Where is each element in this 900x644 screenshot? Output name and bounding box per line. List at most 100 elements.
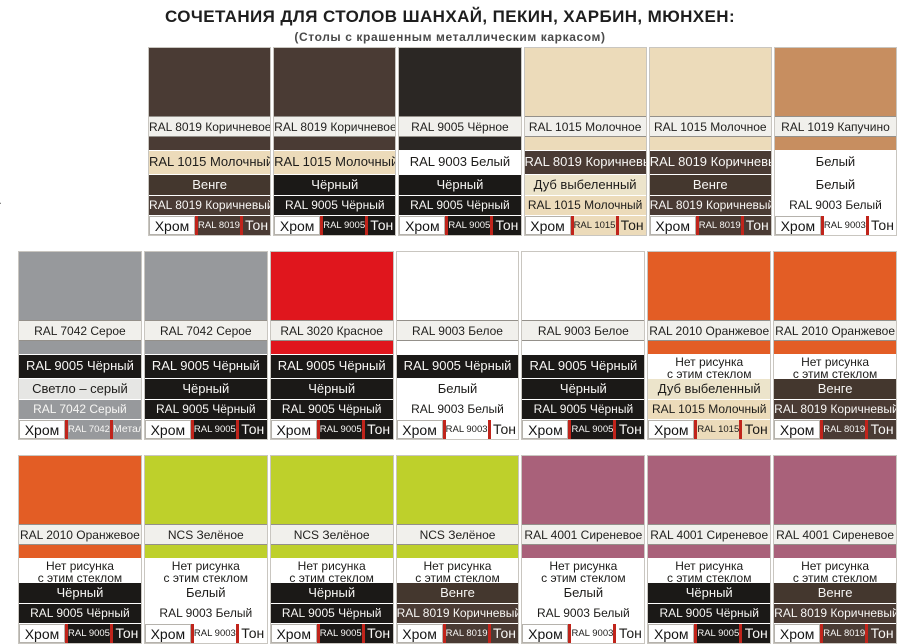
- glass-color-swatch: [19, 252, 141, 320]
- glass-label: RAL 3020 Красное: [270, 320, 393, 341]
- legs-ton-label: Тон 10: [744, 421, 768, 437]
- glass-label: RAL 4001 Сиреневое: [774, 524, 897, 545]
- legs-separator: [694, 420, 698, 439]
- glass-label: NCS Зелёное: [144, 524, 267, 545]
- pattern-label: RAL 9005 Чёрный: [396, 354, 519, 378]
- grid-row-1: Цвет стекла – Цвет рисунка – Цвет ЛДСП -…: [0, 47, 898, 236]
- pattern-label-line: с этим стеклом: [666, 367, 752, 378]
- legs-ral-label: RAL 9003: [823, 220, 866, 231]
- legs-row: Хром RAL 9005 Тон 12: [19, 623, 141, 643]
- legs-separator: [240, 216, 243, 235]
- glass-color-band: [399, 137, 521, 150]
- legs-separator: [865, 624, 869, 643]
- glass-color-band: [396, 545, 519, 558]
- frame-label: RAL 9005 Чёрный: [522, 399, 645, 419]
- legs-ton-label: Тон 9: [870, 217, 894, 233]
- pattern-label: RAL 9005 Чёрный: [144, 354, 267, 378]
- ldsp-label: Чёрный: [399, 174, 521, 195]
- frame-label: RAL 9005 Чёрный: [144, 399, 267, 419]
- glass-label: NCS Зелёное: [270, 524, 393, 545]
- legs-separator: [195, 216, 198, 235]
- pattern-label-line: RAL 9005 Чёрный: [277, 358, 386, 373]
- pattern-label-line: RAL 9005 Чёрный: [151, 358, 260, 373]
- legs-chrome-label: Хром: [396, 624, 443, 643]
- legs-chrome-label: Хром: [270, 624, 317, 643]
- ldsp-label: Венге: [774, 378, 897, 399]
- glass-color-swatch: [396, 456, 519, 524]
- combo-card: RAL 2010 Оранжевое Нет рисунка с этим сте…: [773, 251, 898, 440]
- glass-color-swatch: [774, 48, 897, 116]
- legs-ral-label: RAL 9005: [68, 628, 110, 639]
- glass-color-band: [270, 341, 393, 354]
- legs-ton-label: Тон 12: [241, 421, 265, 437]
- glass-label: RAL 2010 Оранжевое: [19, 524, 141, 545]
- glass-label: RAL 1019 Капучино: [774, 116, 897, 137]
- pattern-label-line: RAL 1015 Молочный: [274, 154, 396, 169]
- glass-label: RAL 8019 Коричневое: [274, 116, 396, 137]
- legs-ton-label: Тон 13: [745, 217, 769, 233]
- legs-separator: [865, 216, 869, 235]
- pattern-label: Нет рисунка с этим стеклом: [774, 354, 897, 378]
- legs-ton-label: Тон 13: [245, 217, 269, 233]
- combo-card: RAL 9003 Белое RAL 9005 Чёрный Белый RAL…: [395, 251, 520, 440]
- legs-row: Хром RAL 1015 Тон 10: [648, 419, 771, 439]
- legs-ral-label: RAL 9005: [448, 220, 491, 231]
- glass-color-band: [19, 341, 141, 354]
- legs-ton-label: Тон 10: [620, 217, 644, 233]
- combo-card: RAL 3020 Красное RAL 9005 Чёрный Чёрный …: [269, 251, 394, 440]
- glass-color-swatch: [399, 48, 521, 116]
- ldsp-label: Чёрный: [274, 174, 396, 195]
- glass-label: RAL 1015 Молочное: [524, 116, 646, 137]
- legs-ton-label: Тон 9: [241, 625, 265, 641]
- legs-chrome-label: Хром: [19, 420, 65, 439]
- legs-separator: [65, 420, 68, 439]
- legs-ral-label: RAL 1015: [697, 424, 740, 435]
- legs-chrome-label: Хром: [648, 420, 695, 439]
- ldsp-label: Белый: [774, 174, 897, 195]
- ldsp-label: Чёрный: [19, 582, 141, 603]
- legs-separator: [820, 216, 824, 235]
- legs-ton-label: Тон 12: [370, 217, 394, 233]
- pattern-label-line: RAL 1015 Молочный: [149, 154, 271, 169]
- legs-ton-label: Тон 12: [495, 217, 519, 233]
- ldsp-label: Чёрный: [144, 378, 267, 399]
- glass-color-band: [396, 341, 519, 354]
- frame-label: RAL 9003 Белый: [144, 603, 267, 623]
- glass-color-swatch: [648, 252, 771, 320]
- legs-chrome-label: Хром: [274, 216, 321, 235]
- legs-row: Хром RAL 9005 Тон 12: [270, 623, 393, 643]
- legs-separator: [739, 624, 743, 643]
- glass-color-band: [774, 341, 897, 354]
- legs-ral-label: RAL 9005: [571, 424, 614, 435]
- glass-color-band: [270, 545, 393, 558]
- combinations-grid: Цвет стекла – Цвет рисунка – Цвет ЛДСП -…: [0, 47, 900, 644]
- pattern-label-line: с этим стеклом: [163, 571, 249, 582]
- combo-card: RAL 7042 Серое RAL 9005 Чёрный Светло – …: [18, 251, 142, 440]
- legs-ral-label: RAL 8019: [445, 628, 488, 639]
- legs-ral-label: RAL 9005: [193, 424, 236, 435]
- pattern-label: Нет рисунка с этим стеклом: [144, 558, 267, 582]
- legs-ton-label: Тон 12: [744, 625, 768, 641]
- glass-color-swatch: [648, 456, 771, 524]
- pattern-label: Нет рисунка с этим стеклом: [648, 558, 771, 582]
- legs-ral-label: RAL 9005: [697, 628, 740, 639]
- combo-card: RAL 2010 Оранжевое Нет рисунка с этим сте…: [18, 455, 142, 644]
- glass-label: RAL 7042 Серое: [19, 320, 141, 341]
- ldsp-label: Белый: [522, 582, 645, 603]
- legs-separator: [613, 624, 617, 643]
- legs-chrome-label: Хром: [522, 624, 569, 643]
- legs-chrome-label: Хром: [144, 420, 191, 439]
- pattern-label-line: с этим стеклом: [289, 571, 374, 582]
- legs-ton-label: Тон 12: [367, 421, 391, 437]
- pattern-label: RAL 9005 Чёрный: [522, 354, 645, 378]
- legs-ton-label: Металлик: [113, 423, 141, 435]
- legs-separator: [361, 420, 365, 439]
- legs-separator: [820, 624, 824, 643]
- legs-separator: [442, 624, 446, 643]
- ldsp-label: Белый: [144, 582, 267, 603]
- legs-chrome-label: Хром: [649, 216, 696, 235]
- legs-ral-label: RAL 7042: [68, 424, 110, 435]
- legs-row: Хром RAL 9003 Тон 9: [774, 215, 897, 235]
- legs-separator: [361, 624, 365, 643]
- legs-row: Хром RAL 9005 Тон 12: [274, 215, 396, 235]
